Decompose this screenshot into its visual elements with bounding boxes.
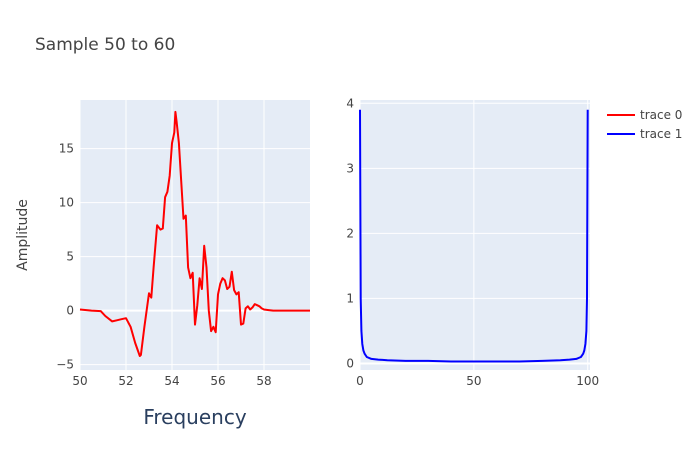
- chart-title: Sample 50 to 60: [35, 35, 175, 55]
- right-y-tick-label: 0: [346, 356, 354, 370]
- left-x-tick-label: 58: [256, 374, 271, 388]
- series-line-trace-1[interactable]: [359, 109, 589, 363]
- subplot-right-series: [359, 109, 589, 363]
- subplot-left-ticks: −5 0 5 10 15 50 52 54 56 58: [56, 142, 271, 388]
- subplot-left-series: [79, 110, 310, 357]
- right-y-tick-label: 2: [346, 226, 354, 240]
- subplot-left-background: [80, 100, 310, 370]
- series-line-trace-0[interactable]: [79, 110, 310, 357]
- left-x-tick-label: 50: [72, 374, 87, 388]
- left-y-tick-label: −5: [56, 358, 74, 372]
- legend: trace 0 trace 1: [607, 108, 682, 141]
- right-x-tick-label: 50: [466, 374, 481, 388]
- right-x-tick-label: 0: [356, 374, 364, 388]
- subplot-left: −5 0 5 10 15 50 52 54 56 58: [56, 100, 310, 388]
- left-y-tick-label: 10: [59, 196, 74, 210]
- right-y-tick-label: 3: [346, 161, 354, 175]
- left-x-tick-label: 56: [210, 374, 225, 388]
- x-axis-title: Frequency: [143, 405, 246, 429]
- right-y-tick-label: 4: [346, 96, 354, 110]
- subplot-right: 0 1 2 3 4 0 50 100: [346, 96, 599, 388]
- legend-label-trace-0[interactable]: trace 0: [640, 108, 682, 122]
- right-y-tick-label: 1: [346, 291, 354, 305]
- subplot-right-ticks: 0 1 2 3 4 0 50 100: [346, 96, 599, 388]
- left-x-tick-label: 52: [118, 374, 133, 388]
- left-x-tick-label: 54: [164, 374, 179, 388]
- left-y-tick-label: 0: [66, 304, 74, 318]
- left-y-tick-label: 5: [66, 250, 74, 264]
- left-y-tick-label: 15: [59, 142, 74, 156]
- legend-label-trace-1[interactable]: trace 1: [640, 127, 682, 141]
- subplot-right-background: [360, 100, 590, 370]
- y-axis-title: Amplitude: [15, 199, 31, 271]
- right-x-tick-label: 100: [576, 374, 599, 388]
